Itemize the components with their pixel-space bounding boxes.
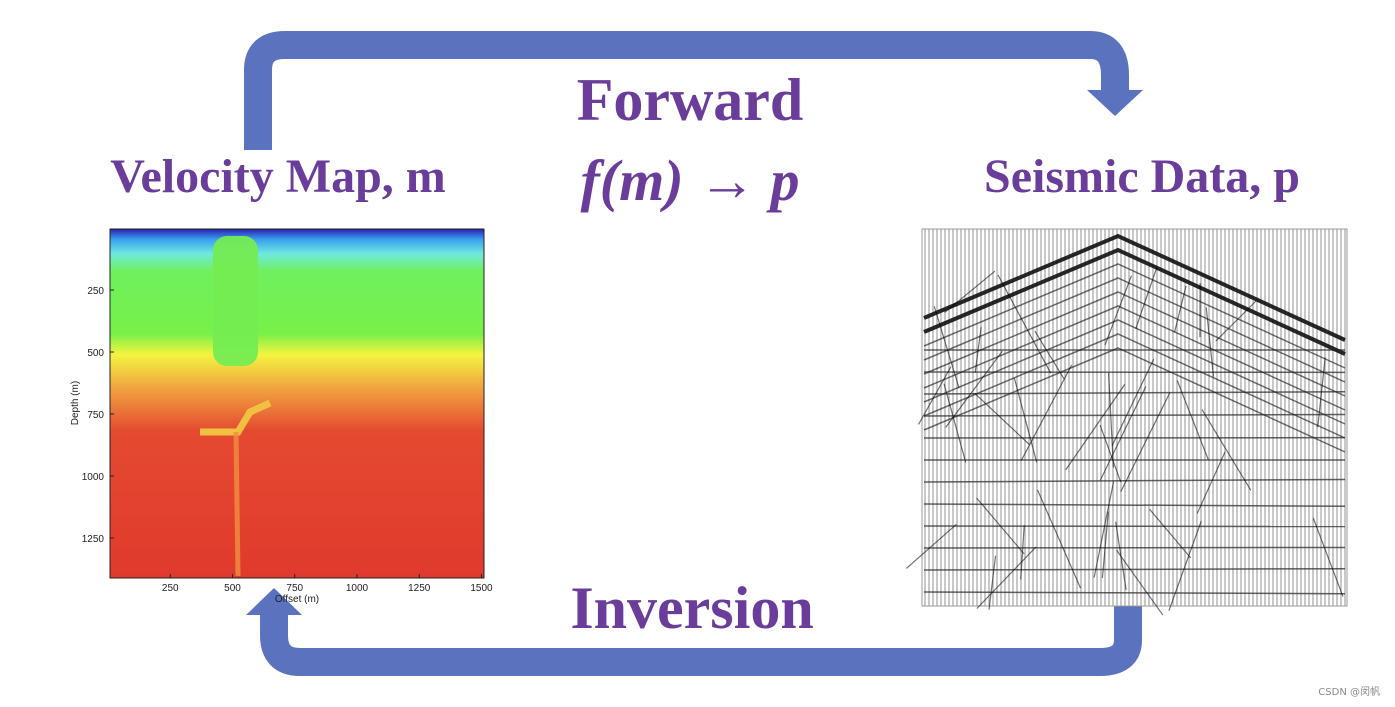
seismic-streak	[1099, 424, 1122, 483]
seismic-streak	[988, 555, 997, 610]
seismic-event	[923, 277, 1346, 383]
seismic-event	[923, 319, 1346, 425]
x-tick-label: 750	[286, 583, 303, 594]
seismic-streak	[997, 274, 1052, 374]
y-tick-label: 1000	[82, 472, 105, 483]
seismic-image	[905, 228, 1348, 616]
right-title: Seismic Data, p	[984, 150, 1300, 203]
seismic-reflector	[923, 413, 1346, 417]
inversion-arrow-head	[246, 588, 302, 615]
seismic-reflector	[923, 478, 1346, 483]
seismic-streak	[1013, 377, 1038, 463]
y-tick-label: 1250	[82, 534, 105, 545]
seismic-event	[923, 305, 1346, 411]
seismic-streak	[974, 392, 1030, 446]
seismic-streak	[1108, 373, 1114, 468]
left-title: Velocity Map, m	[110, 150, 446, 203]
seismic-reflector	[923, 390, 1346, 395]
velocity-fault	[200, 399, 272, 436]
seismic-streak	[1099, 386, 1147, 481]
seismic-streak	[1104, 275, 1133, 346]
seismic-streak	[1215, 300, 1257, 342]
seismic-streak	[905, 523, 957, 569]
watermark: CSDN @闵帆	[1318, 685, 1380, 698]
inversion-label: Inversion	[570, 575, 813, 641]
velocity-map: Depth (m) Offset (m) 250 500 750 1000 1250 25…	[70, 228, 493, 605]
velocity-image	[110, 229, 484, 578]
seismic-streak	[1196, 451, 1226, 514]
y-tick-label: 500	[87, 348, 104, 359]
y-axis-label: Depth (m)	[70, 381, 81, 425]
seismic-streak	[1312, 517, 1344, 597]
seismic-streak	[974, 327, 982, 373]
inversion-arrow	[260, 606, 1142, 676]
x-tick-label: 1000	[346, 583, 369, 594]
seismic-streak	[1149, 508, 1192, 559]
seismic-streak	[976, 546, 1037, 609]
seismic-streak	[1101, 511, 1109, 578]
seismic-streak	[1093, 481, 1115, 578]
forward-arrow	[244, 31, 1129, 150]
x-tick-label: 1500	[470, 583, 493, 594]
seismic-streak	[945, 350, 1003, 428]
seismic-event	[923, 263, 1346, 369]
y-tick-label: 750	[87, 410, 104, 421]
formula: f(m) → p	[580, 148, 799, 213]
seismic-streak	[1317, 357, 1326, 428]
seismic-event	[923, 247, 1346, 356]
forward-arrow-head	[1087, 90, 1143, 116]
seismic-event	[923, 333, 1346, 439]
seismic-streak	[944, 270, 996, 313]
x-tick-label: 250	[162, 583, 179, 594]
velocity-streak	[233, 431, 241, 577]
seismic-event	[923, 233, 1346, 342]
y-tick-label: 250	[87, 286, 104, 297]
seismic-streak	[1036, 489, 1082, 589]
seismic-streak	[933, 306, 960, 389]
seismic-reflector	[923, 591, 1346, 595]
seismic-streak	[1120, 392, 1171, 493]
seismic-streak	[1176, 380, 1209, 460]
plot-frame	[109, 228, 485, 579]
seismic-streak	[918, 366, 952, 425]
seismic-reflector	[923, 546, 1346, 549]
seismic-streak	[1111, 358, 1155, 446]
seismic-streak	[976, 497, 1025, 555]
seismic-reflector	[923, 503, 1346, 508]
seismic-streak	[1065, 384, 1126, 471]
seismic-event	[923, 347, 1346, 453]
x-tick-label: 500	[224, 583, 241, 594]
seismic-streak	[1034, 330, 1065, 380]
seismic-reflector	[923, 525, 1346, 528]
velocity-anomaly	[213, 236, 258, 366]
forward-label: Forward	[577, 67, 804, 133]
seismic-streak	[1201, 409, 1252, 491]
x-tick-label: 1250	[408, 583, 431, 594]
seismic-streak	[1135, 267, 1158, 329]
seismic-streak	[1116, 549, 1164, 616]
seismic-streak	[943, 383, 967, 463]
seismic-streak	[1020, 364, 1073, 461]
seismic-streak	[1205, 307, 1215, 377]
x-axis-label: Offset (m)	[275, 594, 319, 605]
seismic-event	[923, 291, 1346, 397]
seismic-streak	[1173, 285, 1187, 333]
seismic-streak	[1168, 520, 1202, 611]
seismic-background	[921, 228, 1348, 607]
